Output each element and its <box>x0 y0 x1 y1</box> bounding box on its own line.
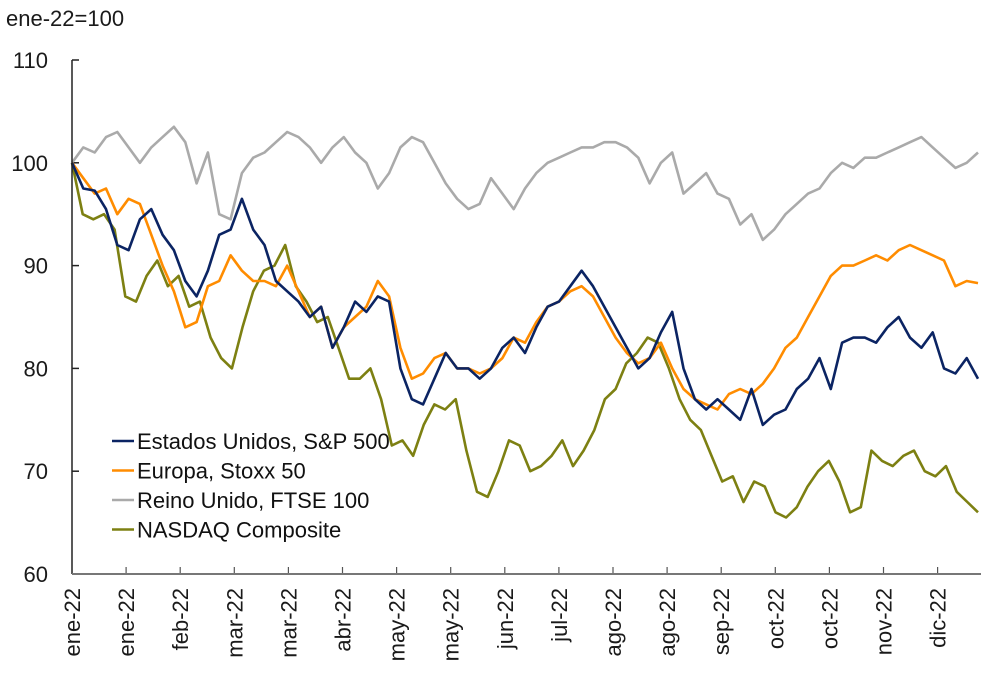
x-tick-label: mar-22 <box>222 588 247 658</box>
x-tick-label: may-22 <box>439 588 464 661</box>
x-tick-label: ago-22 <box>655 588 680 657</box>
x-tick-label: oct-22 <box>763 588 788 649</box>
x-tick-label: abr-22 <box>331 588 356 652</box>
x-tick-label: nov-22 <box>872 588 897 655</box>
x-tick-label: ago-22 <box>601 588 626 657</box>
series-line-nasdaq-composite <box>70 162 979 519</box>
x-tick-label: jun-22 <box>493 588 518 650</box>
legend-label: Reino Unido, FTSE 100 <box>137 488 369 513</box>
legend-label: Estados Unidos, S&P 500 <box>137 429 390 454</box>
x-tick-label: dic-22 <box>926 588 951 648</box>
y-tick-label: 70 <box>24 459 48 484</box>
y-tick-label: 100 <box>11 151 48 176</box>
x-tick-label: jul-22 <box>547 588 572 643</box>
unit-label: ene-22=100 <box>6 6 124 31</box>
y-tick-label: 90 <box>24 254 48 279</box>
x-tick-label: feb-22 <box>168 588 193 650</box>
x-tick-label: mar-22 <box>276 588 301 658</box>
legend: Estados Unidos, S&P 500 Europa, Stoxx 50 R… <box>112 429 390 543</box>
series-line-reino-unido-ftse-100 <box>70 125 979 242</box>
y-axis-ticks: 60 70 80 90 100 110 <box>11 48 79 587</box>
y-tick-label: 80 <box>24 356 48 381</box>
legend-label: Europa, Stoxx 50 <box>137 459 306 484</box>
x-tick-label: may-22 <box>385 588 410 661</box>
x-tick-label: ene-22 <box>114 588 139 657</box>
x-tick-label: oct-22 <box>817 588 842 649</box>
series-lines <box>70 125 980 519</box>
x-axis-ticks: ene-22 ene-22 feb-22 mar-22 mar-22 abr-22 may-… <box>60 567 951 661</box>
y-tick-label: 60 <box>24 562 48 587</box>
x-tick-label: ene-22 <box>60 588 85 657</box>
legend-label: NASDAQ Composite <box>137 518 341 543</box>
y-tick-label: 110 <box>13 48 48 73</box>
x-tick-label: sep-22 <box>709 588 734 655</box>
series-line-estados-unidos-s-p-500 <box>70 162 980 427</box>
series-line-europa-stoxx-50 <box>70 162 979 411</box>
